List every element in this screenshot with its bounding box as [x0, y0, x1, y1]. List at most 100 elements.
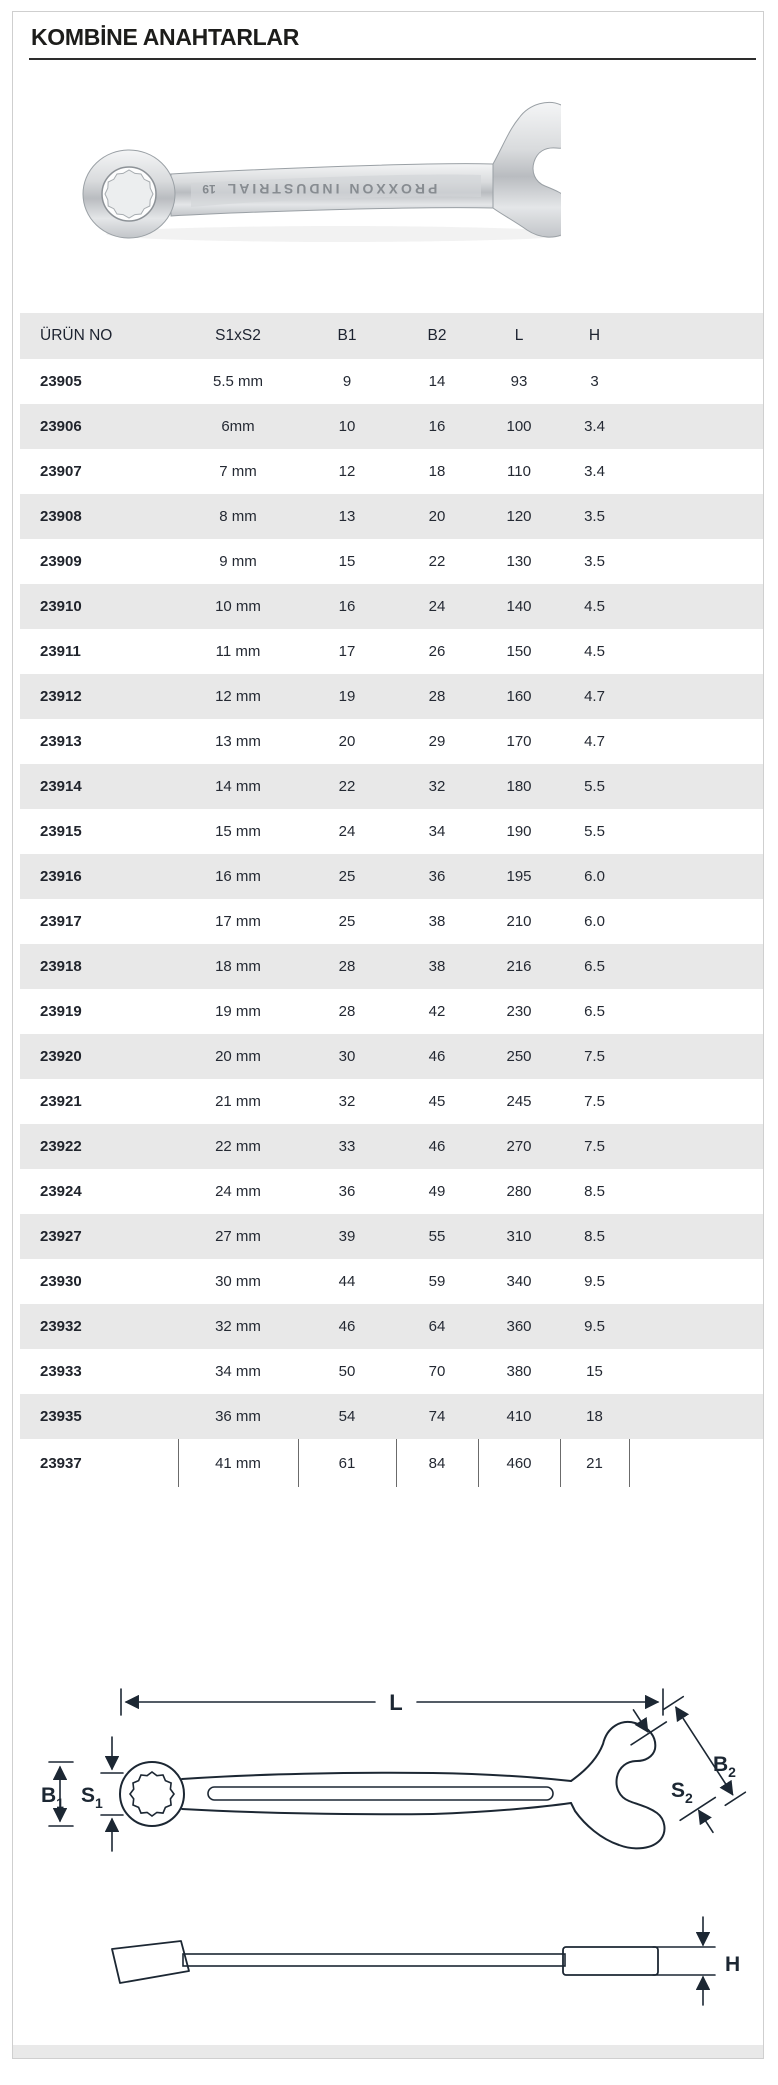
table-cell: 74 — [428, 1408, 446, 1425]
table-cell: 29 — [428, 733, 446, 750]
dimension-diagram: L B1 S1 S2 B2 H — [13, 1499, 763, 2064]
table-cell: 6.0 — [584, 868, 605, 885]
table-cell: 7.5 — [584, 1048, 605, 1065]
table-cell: 8.5 — [584, 1183, 605, 1200]
table-cell: 19 — [338, 688, 356, 705]
table-cell: 22 — [428, 553, 446, 570]
table-cell: 17 — [338, 643, 356, 660]
cell-filler — [629, 539, 763, 584]
table-row: 23912 12 mm 19 28 160 4.7 — [20, 674, 763, 719]
column-header-b1: B1 — [298, 313, 396, 359]
table-row: 23913 13 mm 20 29 170 4.7 — [20, 719, 763, 764]
table-cell: 18 mm — [215, 958, 261, 975]
cell-product-no: 23932 — [40, 1318, 82, 1335]
cell-filler — [629, 1124, 763, 1169]
column-header-b2: B2 — [396, 313, 478, 359]
column-header-filler — [629, 313, 763, 359]
cell-filler — [629, 1394, 763, 1439]
cell-product-no: 23937 — [40, 1454, 82, 1472]
table-cell: 360 — [506, 1318, 532, 1335]
table-cell: 130 — [506, 553, 532, 570]
cell-product-no: 23914 — [40, 778, 82, 795]
table-cell: 46 — [428, 1138, 446, 1155]
table-cell: 17 mm — [215, 913, 261, 930]
table-cell: 195 — [506, 868, 532, 885]
s2-arrow-bottom — [698, 1809, 714, 1834]
table-cell: 11 mm — [215, 643, 261, 660]
table-cell: 7.5 — [584, 1138, 605, 1155]
table-cell: 140 — [506, 598, 532, 615]
cell-product-no: 23921 — [40, 1093, 82, 1110]
cell-product-no: 23920 — [40, 1048, 82, 1065]
table-row: 23908 8 mm 13 20 120 3.5 — [20, 494, 763, 539]
header-row: ÜRÜN NO S1xS2 B1 B2 L H — [20, 313, 763, 359]
table-row: 23916 16 mm 25 36 195 6.0 — [20, 854, 763, 899]
cell-filler — [629, 674, 763, 719]
table-row: 23921 21 mm 32 45 245 7.5 — [20, 1079, 763, 1124]
open-end-outline — [570, 1721, 666, 1850]
table-cell: 20 mm — [215, 1048, 261, 1065]
b2-ext-bottom — [724, 1791, 747, 1807]
s2-ext-top — [630, 1721, 668, 1746]
cell-product-no: 23908 — [40, 508, 82, 525]
s2-ext-bottom — [679, 1796, 717, 1822]
table-cell: 216 — [506, 958, 532, 975]
table-cell: 380 — [506, 1363, 532, 1380]
cell-filler — [629, 584, 763, 629]
table-cell: 20 — [428, 508, 446, 525]
table-cell: 7.5 — [584, 1093, 605, 1110]
table-cell: 24 — [338, 823, 356, 840]
table-row: 23924 24 mm 36 49 280 8.5 — [20, 1169, 763, 1214]
cell-filler — [629, 1169, 763, 1214]
side-view-ring-end — [111, 1940, 190, 1984]
cell-filler — [629, 989, 763, 1034]
cell-filler — [629, 1304, 763, 1349]
table-row: 23911 11 mm 17 26 150 4.5 — [20, 629, 763, 674]
table-cell: 30 — [338, 1048, 356, 1065]
table-cell: 180 — [506, 778, 532, 795]
table-cell: 9 mm — [219, 553, 257, 570]
table-row: 23933 34 mm 50 70 380 15 — [20, 1349, 763, 1394]
cell-filler — [629, 1349, 763, 1394]
cell-product-no: 23924 — [40, 1183, 82, 1200]
table-cell: 36 — [338, 1183, 356, 1200]
cell-filler — [629, 1214, 763, 1259]
table-cell: 54 — [338, 1408, 356, 1425]
cell-product-no: 23916 — [40, 868, 82, 885]
table-cell: 21 — [559, 1439, 629, 1487]
cell-filler — [629, 359, 763, 404]
table-cell: 19 mm — [215, 1003, 261, 1020]
table-cell: 49 — [428, 1183, 446, 1200]
table-cell: 20 — [338, 733, 356, 750]
table-cell: 64 — [428, 1318, 446, 1335]
dim-label-l: L — [389, 1690, 402, 1715]
table-row: 23910 10 mm 16 24 140 4.5 — [20, 584, 763, 629]
table-cell: 270 — [506, 1138, 532, 1155]
table-cell: 340 — [506, 1273, 532, 1290]
dimension-drawing: L B1 S1 S2 B2 H — [41, 1688, 747, 2006]
title-rule — [29, 58, 756, 60]
table-row: 23919 19 mm 28 42 230 6.5 — [20, 989, 763, 1034]
table-cell: 50 — [338, 1363, 356, 1380]
shaft-bottom-edge — [181, 1802, 572, 1816]
table-row: 23914 14 mm 22 32 180 5.5 — [20, 764, 763, 809]
table-body: 23905 5.5 mm 9 14 93 3 23906 6mm 10 16 100 3.4 23907… — [20, 359, 763, 1487]
table-row: 23918 18 mm 28 38 216 6.5 — [20, 944, 763, 989]
dim-label-s1: S1 — [81, 1784, 103, 1811]
table-row: 23935 36 mm 54 74 410 18 — [20, 1394, 763, 1439]
table-cell: 33 — [338, 1138, 356, 1155]
column-header-h: H — [560, 313, 629, 359]
table-cell: 28 — [428, 688, 446, 705]
column-header-l: L — [478, 313, 560, 359]
cell-product-no: 23911 — [40, 643, 81, 660]
cell-product-no: 23909 — [40, 553, 82, 570]
table-row: 23927 27 mm 39 55 310 8.5 — [20, 1214, 763, 1259]
cell-filler — [629, 899, 763, 944]
product-photo: PROXXON INDUSTRIAL 19 — [41, 86, 763, 246]
cell-product-no: 23919 — [40, 1003, 82, 1020]
cell-product-no: 23906 — [40, 418, 82, 435]
table-cell: 38 — [428, 913, 446, 930]
side-view-shaft — [182, 1953, 566, 1967]
table-cell: 22 mm — [215, 1138, 261, 1155]
table-cell: 9.5 — [584, 1318, 605, 1335]
